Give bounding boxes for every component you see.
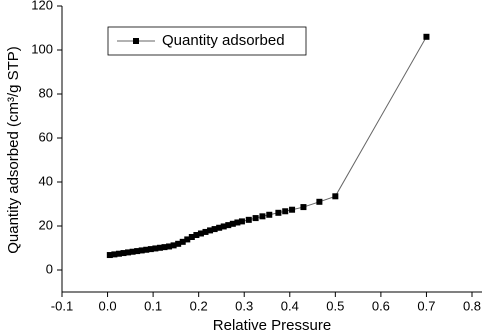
legend-marker <box>133 38 139 44</box>
point <box>282 208 289 215</box>
point <box>134 248 141 255</box>
point <box>423 33 430 40</box>
x-tick-label: -0.1 <box>51 298 73 313</box>
y-tick-label: 40 <box>39 173 53 188</box>
y-axis-title: Quantity adsorbed (cm³/g STP) <box>5 46 22 254</box>
point <box>259 213 266 220</box>
point <box>202 228 209 235</box>
x-tick-label: 0.3 <box>235 298 253 313</box>
point <box>211 226 218 233</box>
point <box>275 209 282 216</box>
x-tick-label: 0.4 <box>281 298 299 313</box>
point <box>147 246 154 253</box>
point <box>166 243 173 250</box>
x-tick-label: 0.0 <box>99 298 117 313</box>
point <box>156 244 163 251</box>
x-axis-title: Relative Pressure <box>213 317 331 334</box>
point <box>216 224 223 231</box>
point <box>252 215 259 222</box>
y-tick-label: 120 <box>31 0 53 12</box>
point <box>138 247 145 254</box>
y-tick-label: 20 <box>39 217 53 232</box>
x-tick-label: 0.1 <box>144 298 162 313</box>
legend-label: Quantity adsorbed <box>162 32 285 49</box>
point <box>207 227 214 234</box>
x-tick-label: 0.7 <box>417 298 435 313</box>
point <box>266 211 273 218</box>
y-tick-label: 0 <box>46 261 53 276</box>
y-tick-label: 60 <box>39 129 53 144</box>
point <box>245 216 252 223</box>
series-line <box>109 36 427 256</box>
point <box>129 248 136 255</box>
point <box>111 251 118 258</box>
point <box>234 219 241 226</box>
x-tick-label: 0.8 <box>463 298 481 313</box>
point <box>316 198 323 205</box>
point <box>106 252 113 259</box>
point <box>120 250 127 257</box>
point <box>188 234 195 240</box>
point <box>193 232 200 239</box>
point <box>184 236 191 243</box>
point <box>152 245 159 252</box>
point <box>125 249 132 256</box>
point <box>170 242 177 249</box>
point <box>229 220 236 227</box>
point <box>238 218 245 225</box>
point <box>225 222 232 229</box>
x-tick-label: 0.5 <box>326 298 344 313</box>
x-tick-label: 0.2 <box>190 298 208 313</box>
point <box>332 193 339 200</box>
point <box>161 244 168 251</box>
point <box>179 238 186 245</box>
point <box>197 230 204 237</box>
point <box>143 246 150 253</box>
point <box>220 223 227 230</box>
point <box>300 204 307 211</box>
x-tick-label: 0.6 <box>372 298 390 313</box>
point <box>175 240 182 247</box>
point <box>289 206 296 213</box>
y-tick-label: 100 <box>31 41 53 56</box>
point <box>115 250 122 257</box>
y-tick-label: 80 <box>39 85 53 100</box>
